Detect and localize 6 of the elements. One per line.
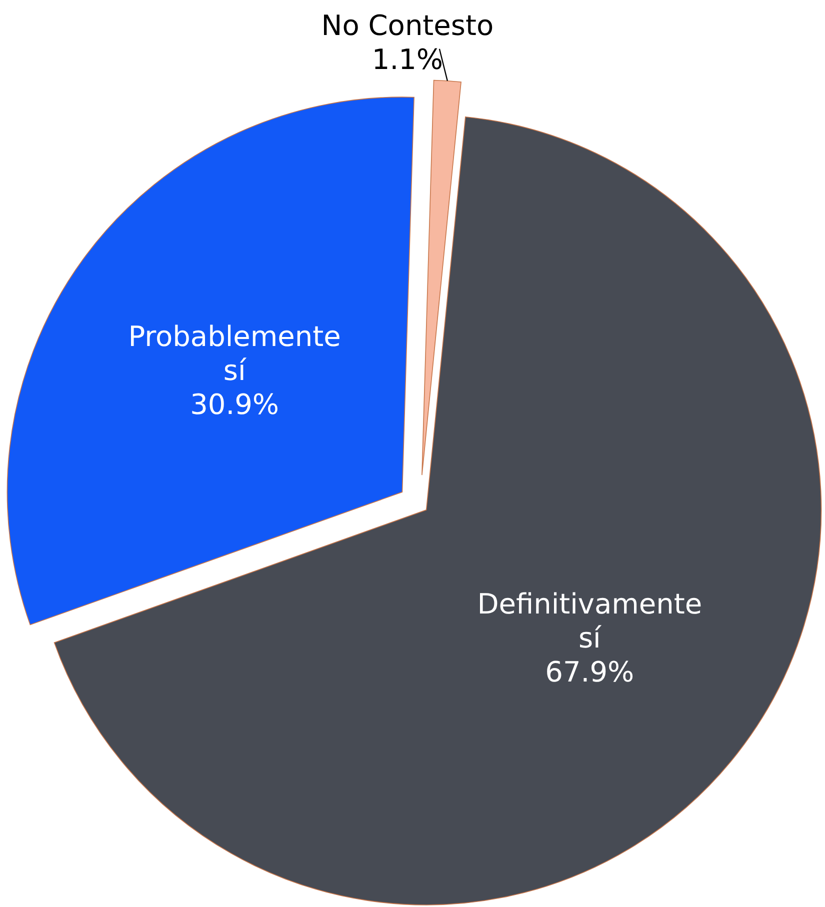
slice-label: No Contesto [321, 8, 494, 42]
data-label: 67.9% [545, 656, 634, 689]
data-label: 30.9% [190, 388, 280, 422]
slice-label: Probablemente sí [128, 320, 341, 388]
slice-label: Definitivamente sí [477, 588, 702, 655]
data-label: 1.1% [372, 42, 444, 76]
